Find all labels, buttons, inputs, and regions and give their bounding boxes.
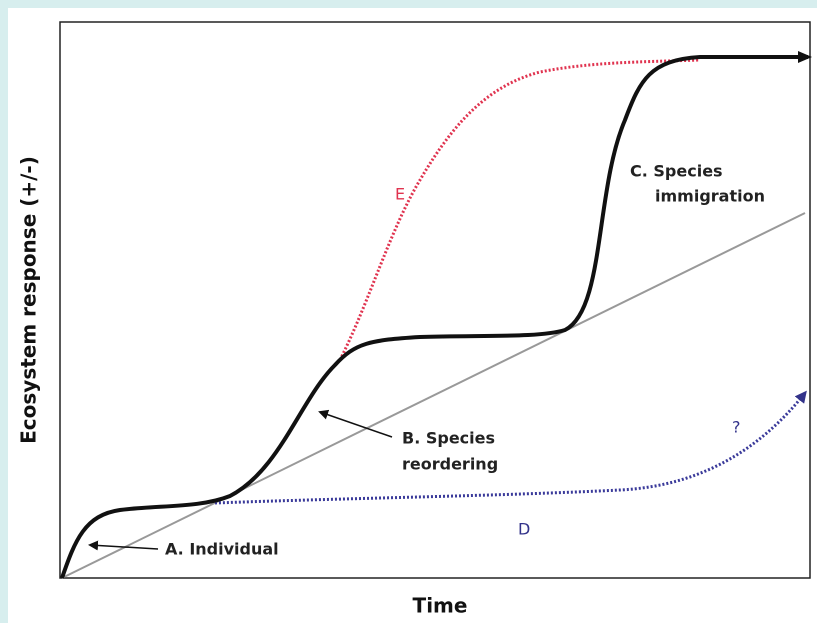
label-c: immigration [655,187,765,206]
label-a: A. Individual [165,540,279,559]
arrow-b [318,409,393,438]
label-e: E [395,185,405,204]
curve-main [60,51,812,579]
linear-trend [61,212,806,579]
arrow-a [88,540,159,551]
label-c: C. Species [630,162,723,181]
label-question: ? [732,418,741,437]
label-d: D [518,520,530,539]
x-axis-label: Time [413,594,468,618]
y-axis-label: Ecosystem response (+/-) [17,156,41,444]
label-b: reordering [402,455,498,474]
plot-frame [59,21,811,579]
label-b: B. Species [402,429,495,448]
curve-d [214,390,807,505]
